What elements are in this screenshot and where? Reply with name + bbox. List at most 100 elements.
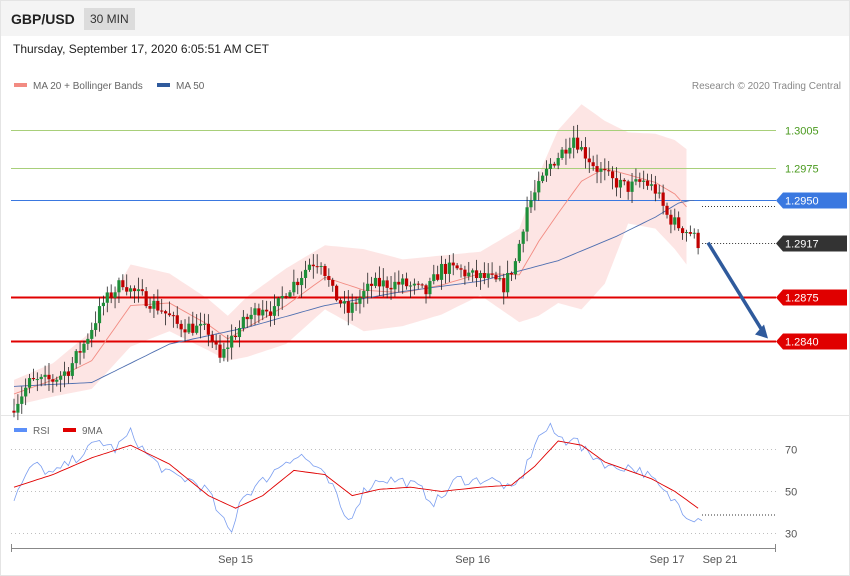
candle-body	[412, 283, 416, 286]
candle-body	[634, 179, 638, 182]
candle-body	[94, 323, 98, 330]
chart-datetime: Thursday, September 17, 2020 6:05:51 AM …	[13, 42, 269, 56]
candle-body	[688, 232, 692, 234]
candle-body	[163, 311, 168, 314]
candle-body	[315, 266, 319, 268]
candle-body	[303, 269, 308, 278]
candle-body	[614, 178, 619, 188]
candle-body	[548, 163, 553, 169]
level-tag-1.2950: 1.2950	[776, 192, 847, 209]
candle-body	[478, 273, 483, 279]
candle-body	[66, 371, 71, 376]
candle-body	[265, 309, 269, 312]
candle-body	[657, 192, 661, 194]
candle-body	[39, 376, 43, 380]
candle-body	[661, 192, 665, 206]
level-label-1.3005: 1.3005	[785, 126, 819, 138]
candle-body	[521, 231, 525, 244]
level-tag-1.2840: 1.2840	[776, 333, 847, 350]
candle-body	[482, 273, 486, 278]
candle-body	[198, 323, 203, 326]
candle-body	[300, 277, 304, 286]
candle-body	[51, 379, 55, 382]
candle-body	[669, 214, 673, 225]
legend-9ma-swatch	[63, 428, 76, 433]
candle-body	[576, 137, 580, 150]
ma20-line	[13, 167, 687, 395]
rsi-ma9-line	[13, 440, 699, 509]
projection-arrow-head	[755, 324, 768, 339]
candle-body	[638, 179, 642, 182]
level-tag-text: 1.2950	[785, 196, 819, 208]
projection-arrow-shaft	[706, 241, 766, 335]
legend-ma50-label: MA 50	[176, 81, 205, 92]
candle-body	[342, 301, 346, 304]
candle-body	[319, 266, 323, 268]
level-tag-1.2917: 1.2917	[776, 235, 847, 252]
candle-body	[696, 232, 700, 249]
candle-body	[27, 378, 32, 388]
legend-ma50-swatch	[157, 83, 170, 88]
candle-body	[284, 296, 288, 298]
candle-body	[280, 296, 284, 299]
legend-rsi: RSI	[14, 426, 50, 437]
candle-body	[171, 315, 175, 317]
candle-body	[358, 297, 362, 304]
candles-group	[12, 124, 700, 421]
x-tick-sep-15: Sep 15	[218, 554, 253, 566]
candle-body	[680, 228, 685, 234]
research-credit: Research © 2020 Trading Central	[691, 81, 841, 92]
candle-body	[677, 217, 681, 229]
candle-body	[591, 162, 595, 167]
candle-body	[404, 278, 409, 287]
candle-body	[272, 306, 277, 316]
candle-body	[82, 343, 86, 353]
candle-body	[24, 387, 28, 397]
candle-body	[191, 323, 195, 333]
legend-ma20-swatch	[14, 83, 27, 88]
candle-body	[113, 292, 117, 298]
candle-body	[610, 171, 615, 179]
candle-body	[195, 325, 199, 333]
candle-body	[653, 184, 657, 194]
candle-body	[416, 283, 420, 285]
candle-body	[443, 263, 448, 274]
candle-body	[268, 311, 273, 316]
candle-body	[202, 323, 207, 325]
candle-body	[544, 168, 549, 176]
candle-body	[525, 207, 529, 232]
timeframe-button[interactable]: 30 MIN	[84, 8, 135, 30]
candle-body	[595, 166, 599, 172]
candle-body	[249, 314, 253, 320]
symbol-label: GBP/USD	[11, 11, 75, 27]
level-tag-shape	[776, 192, 847, 209]
candle-body	[373, 277, 378, 286]
candle-body	[665, 205, 669, 215]
rsi-tick-50: 50	[785, 487, 797, 499]
level-label-1.2975: 1.2975	[785, 164, 819, 176]
candle-body	[572, 137, 576, 148]
level-tag-shape	[776, 333, 847, 350]
bollinger-band	[14, 104, 687, 406]
candle-body	[257, 308, 261, 316]
candle-body	[338, 300, 343, 304]
candle-body	[684, 232, 689, 234]
candle-body	[451, 262, 455, 266]
legend-ma20-bollinger: MA 20 + Bollinger Bands	[14, 81, 143, 92]
candle-body	[393, 281, 397, 290]
candle-body	[261, 309, 265, 316]
candle-body	[245, 316, 249, 320]
candle-body	[513, 261, 518, 275]
candle-body	[509, 272, 514, 275]
chart-header: GBP/USD 30 MIN	[1, 1, 849, 36]
candle-body	[97, 306, 102, 324]
candle-body	[148, 306, 152, 309]
candle-body	[436, 274, 440, 280]
rsi-tick-70: 70	[785, 445, 797, 457]
candle-body	[129, 288, 133, 292]
candle-body	[292, 281, 296, 293]
candle-body	[12, 410, 16, 413]
candle-body	[210, 334, 214, 343]
candle-body	[35, 379, 39, 381]
